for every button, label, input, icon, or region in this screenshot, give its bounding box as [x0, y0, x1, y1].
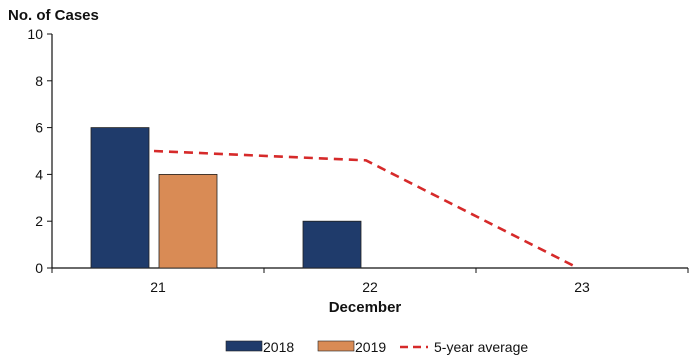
y-tick-label: 8 [35, 73, 43, 89]
x-ticks: 21 22 23 [51, 268, 689, 295]
x-tick-label: 21 [150, 279, 166, 295]
bars [90, 127, 362, 269]
bar-2018-21 [90, 127, 150, 269]
x-axis-title: December [329, 299, 402, 316]
y-tick-label: 2 [35, 213, 43, 229]
y-ticks: 0 2 4 6 8 10 [27, 26, 52, 276]
average-line [153, 149, 579, 270]
axes [51, 34, 688, 269]
bar-2018-22 [302, 220, 362, 269]
bar-2019-21 [158, 173, 218, 269]
y-axis-title: No. of Cases [8, 7, 99, 24]
y-tick-label: 10 [27, 26, 43, 42]
y-tick-label: 0 [35, 260, 43, 276]
y-tick-label: 6 [35, 120, 43, 136]
legend-label-2018: 2018 [263, 339, 294, 355]
legend-label-5-year-average: 5-year average [434, 339, 528, 355]
x-tick-label: 23 [574, 279, 590, 295]
line-5-year-average [153, 149, 579, 270]
x-tick-label: 22 [362, 279, 378, 295]
y-tick-label: 4 [35, 166, 43, 182]
legend-label-2019: 2019 [355, 339, 386, 355]
legend: 2018 2019 5-year average [225, 339, 528, 355]
legend-swatch-2018 [225, 340, 263, 352]
legend-swatch-2019 [317, 340, 355, 352]
